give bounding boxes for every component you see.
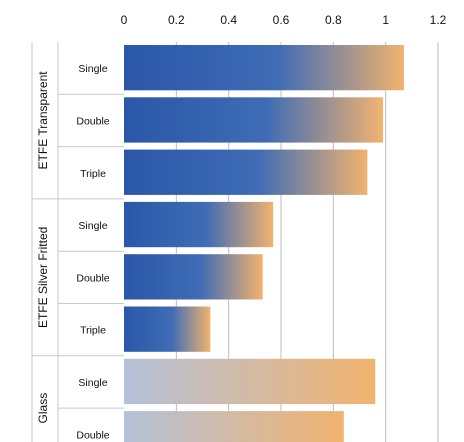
bar <box>124 306 211 352</box>
group-label: Glass <box>36 393 50 424</box>
bar <box>124 411 344 442</box>
group-label: ETFE Silver Fritted <box>36 227 50 328</box>
x-tick-label: 0.8 <box>325 13 342 27</box>
bars-layer <box>124 45 404 442</box>
separators-layer <box>31 42 124 442</box>
x-tick-label: 0.2 <box>168 13 185 27</box>
bar <box>124 201 274 248</box>
labels-layer: 0 0.2 0.4 0.6 0.8 1 1.2 ETFE Transparent Single D… <box>36 13 446 441</box>
category-label: Triple <box>80 168 106 180</box>
category-label: Triple <box>80 325 106 337</box>
category-label: Double <box>76 115 109 127</box>
bar <box>124 149 368 195</box>
group-label: ETFE Transparent <box>36 71 50 170</box>
bar <box>124 97 384 143</box>
x-tick-label: 0.4 <box>220 13 237 27</box>
x-tick-label: 1.2 <box>430 13 447 27</box>
bar <box>124 45 404 91</box>
bar <box>124 254 263 300</box>
category-label: Double <box>76 429 109 441</box>
bar <box>124 358 376 405</box>
x-tick-label: 1 <box>382 13 389 27</box>
category-label: Single <box>78 377 107 389</box>
x-tick-label: 0.6 <box>273 13 290 27</box>
category-label: Single <box>78 220 107 232</box>
category-label: Double <box>76 272 109 284</box>
x-tick-label: 0 <box>121 13 128 27</box>
category-label: Single <box>78 63 107 75</box>
